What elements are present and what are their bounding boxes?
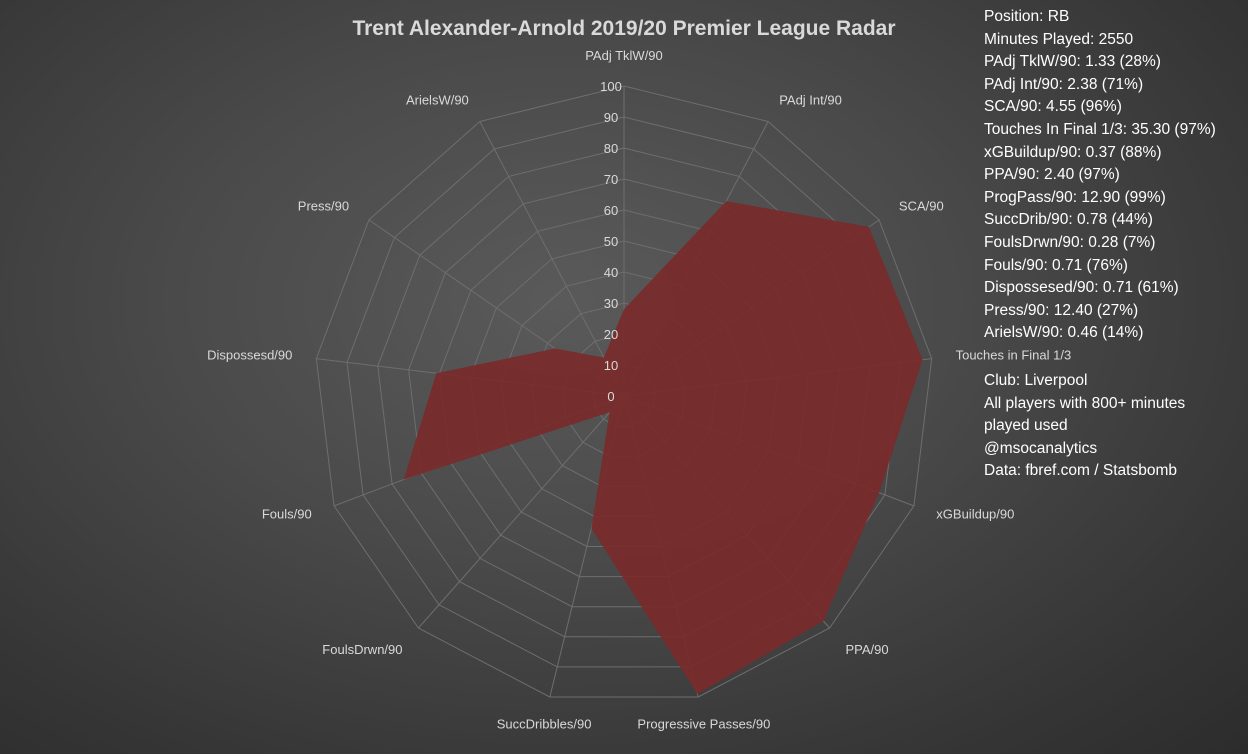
category-label: FoulsDrwn/90	[322, 642, 402, 657]
stat-line: PPA/90: 2.40 (97%)	[984, 166, 1120, 184]
stat-line: ArielsW/90: 0.46 (14%)	[984, 324, 1144, 342]
tick-label: 0	[607, 389, 614, 404]
note-line[interactable]: @msocanalytics	[984, 439, 1098, 457]
category-label: PAdj TklW/90	[585, 48, 663, 63]
stat-line: SCA/90: 4.55 (96%)	[984, 98, 1122, 116]
tick-label: 70	[604, 172, 618, 187]
grid-ring	[315, 85, 933, 698]
stat-line: PAdj Int/90: 2.38 (71%)	[984, 75, 1144, 93]
note-line: Data: fbref.com / Statsbomb	[984, 462, 1177, 480]
player-stats-panel: Position: RB Minutes Played: 2550 PAdj Tkl…	[984, 6, 1246, 345]
tick-label: 20	[604, 327, 618, 342]
stat-line: Minutes Played: 2550	[984, 30, 1134, 48]
category-label: PPA/90	[846, 642, 889, 657]
stat-line: Press/90: 12.40 (27%)	[984, 301, 1139, 319]
stat-line: Touches In Final 1/3: 35.30 (97%)	[984, 120, 1216, 138]
category-label: xGBuildup/90	[936, 506, 1014, 521]
stat-line: Dispossesed/90: 0.71 (61%)	[984, 279, 1179, 297]
stat-line: Position: RB	[984, 8, 1070, 25]
tick-label: 100	[600, 79, 622, 94]
stat-line: PAdj TklW/90: 1.33 (28%)	[984, 53, 1161, 71]
tick-label: 40	[604, 265, 618, 280]
note-line: Club: Liverpool	[984, 372, 1088, 389]
note-line: played used	[984, 417, 1068, 435]
tick-label: 10	[604, 358, 618, 373]
radar-series	[403, 201, 923, 695]
category-label: PAdj Int/90	[779, 92, 842, 107]
stat-line: FoulsDrwn/90: 0.28 (7%)	[984, 233, 1156, 251]
stat-line: xGBuildup/90: 0.37 (88%)	[984, 143, 1162, 161]
radial-tick-labels: 0 10 20 30 40 50 60 70 80 90 100	[600, 79, 622, 404]
category-label: SCA/90	[899, 198, 944, 213]
stat-line: SuccDrib/90: 0.78 (44%)	[984, 211, 1153, 229]
tick-label: 30	[604, 296, 618, 311]
category-label: Dispossesd/90	[207, 348, 292, 363]
tick-label: 90	[604, 110, 618, 125]
category-label: ArielsW/90	[406, 92, 469, 107]
grid-spoke	[479, 121, 625, 397]
category-label: Fouls/90	[262, 506, 312, 521]
tick-label: 60	[604, 203, 618, 218]
grid-spoke	[418, 395, 625, 629]
chart-title: Trent Alexander-Arnold 2019/20 Premier L…	[352, 17, 895, 40]
category-label: Touches in Final 1/3	[956, 348, 1072, 363]
category-label: Press/90	[298, 198, 349, 213]
series-area	[403, 201, 923, 694]
chart-notes-panel: Club: Liverpool All players with 800+ min…	[984, 370, 1246, 483]
tick-label: 50	[604, 234, 618, 249]
note-line: All players with 800+ minutes	[984, 394, 1186, 412]
tick-label: 80	[604, 141, 618, 156]
category-label: SuccDribbles/90	[497, 716, 592, 731]
stat-line: ProgPass/90: 12.90 (99%)	[984, 188, 1166, 206]
category-label: Progressive Passes/90	[637, 716, 770, 731]
category-labels: PAdj TklW/90 PAdj Int/90 SCA/90 Touches in …	[207, 48, 1071, 731]
stat-line: Fouls/90: 0.71 (76%)	[984, 256, 1128, 274]
